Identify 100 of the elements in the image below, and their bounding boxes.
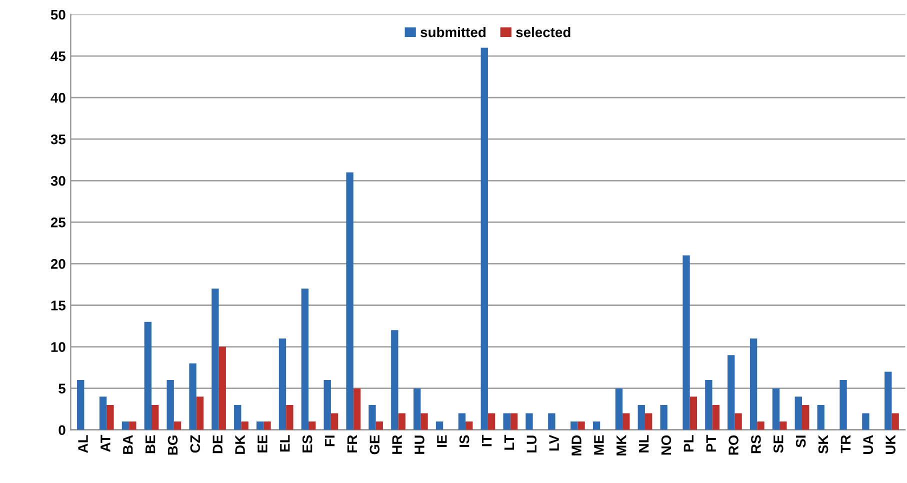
bar	[690, 396, 698, 430]
bar	[420, 413, 428, 430]
x-tick-label: BA	[123, 435, 133, 454]
x-tick-label: DE	[212, 435, 222, 454]
bar	[757, 422, 764, 430]
x-tick-label: IE	[437, 435, 447, 447]
y-tick-label: 50	[50, 10, 66, 20]
bar	[638, 404, 645, 430]
x-tick-label: EL	[280, 435, 290, 452]
bar	[234, 404, 242, 430]
x-tick-label: BE	[146, 435, 156, 454]
x-tick-label: EE	[258, 435, 268, 452]
x-tick-label: RS	[751, 435, 761, 454]
x-tick-label: HR	[392, 435, 402, 454]
bar	[728, 355, 735, 430]
x-tick-label: TR	[840, 435, 850, 454]
bar	[152, 404, 159, 430]
x-tick-label: AT	[100, 434, 110, 452]
bar	[644, 413, 652, 430]
bar	[794, 396, 802, 430]
bar	[466, 422, 473, 430]
bar	[308, 422, 316, 430]
bar	[301, 288, 309, 430]
y-tick-label: 35	[50, 134, 66, 144]
x-tick-label: LT	[504, 434, 514, 450]
y-tick-label: 25	[50, 218, 66, 228]
x-tick-label: SE	[773, 435, 784, 453]
bar	[734, 413, 742, 430]
bar	[488, 413, 496, 430]
bar	[368, 404, 376, 430]
bar	[780, 422, 787, 430]
y-tick-label: 15	[51, 300, 66, 310]
bar	[330, 413, 338, 430]
bar	[166, 380, 174, 430]
bar	[264, 422, 271, 430]
x-tick-label: PL	[684, 435, 694, 452]
x-tick-label: ME	[594, 435, 604, 455]
legend-label: submitted	[420, 26, 486, 38]
y-tick-label: 5	[58, 384, 66, 394]
bar	[705, 380, 712, 430]
bar	[122, 422, 130, 430]
x-tick-label: RO	[728, 435, 738, 455]
x-tick-label: FI	[324, 436, 335, 446]
bar	[840, 380, 847, 430]
bar	[570, 422, 578, 430]
y-tick-label: 40	[50, 92, 66, 103]
bar	[622, 413, 630, 430]
bar	[241, 422, 248, 430]
x-tick-label: NO	[661, 435, 672, 455]
bar	[144, 322, 152, 430]
x-tick-label: LV	[549, 434, 559, 451]
x-tick-label: NL	[639, 435, 649, 452]
bar	[862, 413, 870, 430]
bar	[660, 404, 668, 430]
bar	[256, 422, 264, 430]
y-tick-label: 30	[50, 176, 66, 186]
bar	[196, 396, 204, 430]
bar	[503, 413, 510, 430]
bar	[615, 388, 623, 430]
bar	[174, 422, 182, 430]
x-tick-label: HU	[414, 436, 424, 454]
x-tick-label: FR	[347, 435, 357, 452]
x-tick-label: MK	[616, 434, 626, 456]
y-tick-label: 10	[51, 342, 66, 352]
bar	[413, 388, 421, 430]
bar	[376, 422, 383, 430]
bar	[129, 422, 136, 430]
bar	[391, 330, 398, 430]
bar	[458, 413, 466, 430]
x-tick-label: AL	[78, 435, 88, 453]
x-tick-label: MD	[572, 435, 582, 456]
bar	[480, 48, 488, 430]
x-tick-label: IT	[482, 434, 492, 446]
x-tick-label: IS	[459, 435, 470, 447]
bar	[77, 380, 84, 430]
bar	[324, 380, 331, 430]
bar	[212, 288, 219, 430]
bar	[548, 413, 556, 430]
x-tick-label: UA	[863, 435, 874, 454]
bar	[750, 338, 758, 430]
bar	[682, 255, 690, 430]
x-tick-label: LU	[526, 436, 537, 452]
bar	[892, 413, 899, 430]
bar	[772, 388, 780, 430]
y-tick-label: 20	[50, 259, 66, 269]
bar	[398, 413, 406, 430]
y-tick-label: 0	[58, 425, 66, 436]
bar	[286, 404, 294, 430]
bar	[578, 422, 585, 430]
bar	[218, 346, 226, 430]
bar	[99, 396, 107, 430]
bar	[346, 172, 354, 430]
x-tick-label: SI	[796, 436, 806, 448]
x-tick-label: DK	[235, 434, 245, 454]
bar	[189, 363, 196, 430]
bar	[884, 372, 892, 430]
y-tick-label: 45	[50, 52, 66, 62]
bar	[526, 413, 533, 430]
bar	[817, 404, 824, 430]
bar	[510, 413, 518, 430]
